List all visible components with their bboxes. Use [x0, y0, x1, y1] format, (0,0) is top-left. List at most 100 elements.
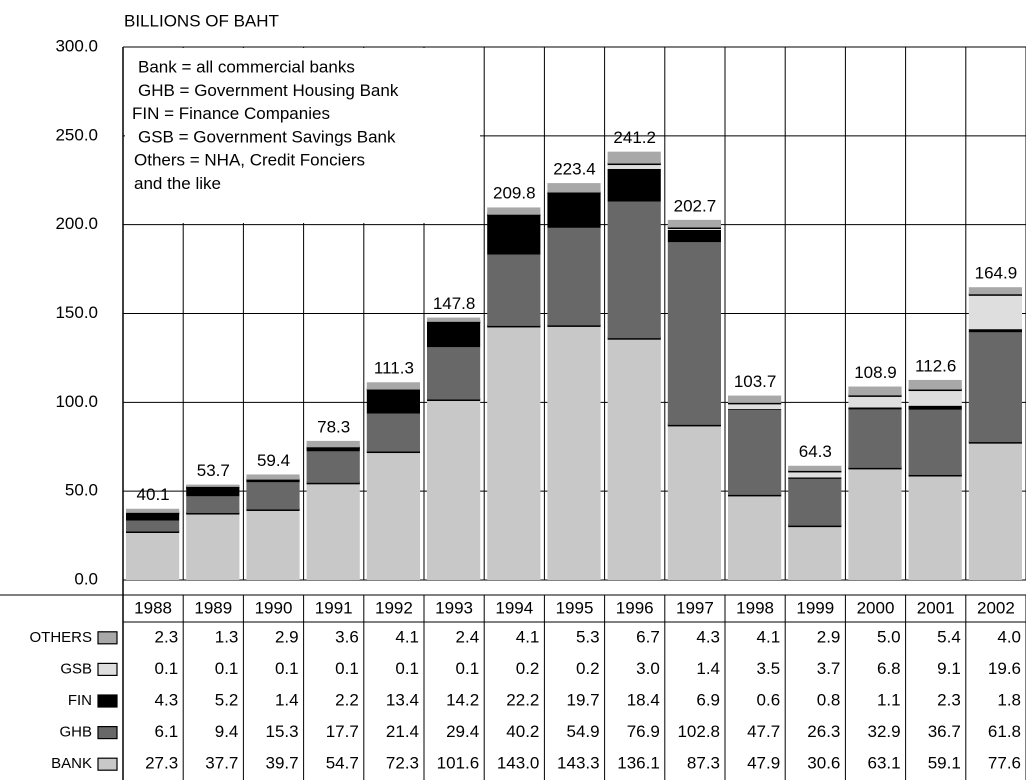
bar-segment [848, 407, 902, 410]
table-cell: 5.0 [877, 627, 901, 646]
bar-segment [547, 183, 601, 193]
bar-segment [848, 395, 902, 408]
bar-segment [667, 242, 721, 425]
bar-segment [848, 409, 902, 468]
table-cell: 143.0 [497, 754, 540, 773]
x-tick-label: 1994 [495, 598, 533, 617]
bar-segment [908, 389, 962, 406]
table-cell: 0.1 [456, 659, 480, 678]
table-cell: 9.4 [215, 722, 239, 741]
table-cell: 136.1 [617, 754, 660, 773]
table-cell: 6.7 [636, 627, 660, 646]
bar-segment [968, 294, 1022, 330]
bar-segment [908, 405, 962, 410]
table-cell: 0.1 [155, 659, 179, 678]
bar-segment [607, 201, 661, 339]
table-cell: 37.7 [205, 754, 238, 773]
bar-segment [968, 442, 1022, 580]
table-cell: 0.1 [215, 659, 239, 678]
bar-segment [728, 494, 782, 580]
bar-segment [487, 207, 541, 215]
table-cell: 87.3 [687, 754, 720, 773]
table-cell: 6.1 [155, 722, 179, 741]
bar-segment [186, 513, 240, 580]
legend-label: FIN [68, 692, 92, 709]
table-cell: 36.7 [928, 722, 961, 741]
segment-divider [968, 292, 1022, 296]
bar-segment [306, 447, 360, 452]
table-cell: 13.4 [386, 690, 419, 709]
bar-segment [908, 474, 962, 580]
table-cell: 6.9 [696, 690, 720, 709]
table-cell: 3.7 [817, 659, 841, 678]
total-label: 59.4 [257, 451, 290, 470]
note: FIN = Finance Companies [132, 104, 330, 123]
bar-segment [788, 465, 842, 471]
bar-segment [908, 379, 962, 390]
table-cell: 1.8 [997, 690, 1021, 709]
table-cell: 29.4 [446, 722, 479, 741]
bar-segment [848, 467, 902, 580]
bar-segment [487, 254, 541, 326]
table-cell: 3.0 [636, 659, 660, 678]
total-label: 108.9 [854, 363, 897, 382]
table-cell: 4.3 [155, 690, 179, 709]
x-tick-label: 1993 [435, 598, 473, 617]
table-cell: 5.2 [215, 690, 239, 709]
bar-segment [667, 424, 721, 580]
bar-segment [848, 386, 902, 396]
bar-segment [788, 477, 842, 479]
table-cell: 4.0 [997, 627, 1021, 646]
table-cell: 77.6 [988, 754, 1021, 773]
bar-segment [487, 325, 541, 580]
table-cell: 0.1 [275, 659, 299, 678]
legend-label: GSB [60, 660, 92, 677]
note: GHB = Government Housing Bank [138, 81, 399, 100]
legend-label: BANK [51, 755, 92, 772]
table-cell: 1.3 [215, 627, 239, 646]
total-label: 164.9 [975, 264, 1018, 283]
total-label: 78.3 [317, 417, 350, 436]
bar-segment [366, 389, 420, 414]
table-cell: 15.3 [266, 722, 299, 741]
bar-segment [306, 451, 360, 483]
table-cell: 54.7 [326, 754, 359, 773]
x-tick-label: 1991 [315, 598, 353, 617]
table-cell: 1.4 [696, 659, 720, 678]
bar-segment [126, 508, 180, 513]
total-label: 64.3 [799, 442, 832, 461]
table-cell: 22.2 [506, 690, 539, 709]
x-tick-label: 1989 [194, 598, 232, 617]
table-cell: 4.3 [696, 627, 720, 646]
table-cell: 0.1 [335, 659, 359, 678]
table-cell: 2.4 [456, 627, 480, 646]
segment-divider [306, 481, 360, 485]
table-cell: 4.1 [757, 627, 781, 646]
total-label: 103.7 [734, 372, 777, 391]
bar-segment [547, 192, 601, 228]
legend-swatch [97, 694, 118, 708]
table-cell: 47.7 [747, 722, 780, 741]
table-cell: 2.9 [275, 627, 299, 646]
legend-label: OTHERS [29, 629, 92, 646]
table-cell: 2.2 [335, 690, 359, 709]
table-cell: 102.8 [677, 722, 720, 741]
total-label: 209.8 [493, 184, 536, 203]
table-cell: 76.9 [627, 722, 660, 741]
x-tick-label: 1996 [616, 598, 654, 617]
legend-swatch [97, 725, 118, 740]
bar-segment [306, 440, 360, 448]
table-cell: 27.3 [145, 754, 178, 773]
table-cell: 5.3 [576, 627, 600, 646]
table-cell: 5.4 [937, 627, 961, 646]
table-cell: 39.7 [266, 754, 299, 773]
table-cell: 26.3 [807, 722, 840, 741]
segment-divider [667, 226, 721, 230]
total-label: 147.8 [433, 294, 476, 313]
bar-segment [126, 531, 180, 580]
table-cell: 47.9 [747, 754, 780, 773]
bar-segment [126, 513, 180, 521]
table-cell: 2.3 [155, 627, 179, 646]
bar-segment [427, 317, 481, 322]
